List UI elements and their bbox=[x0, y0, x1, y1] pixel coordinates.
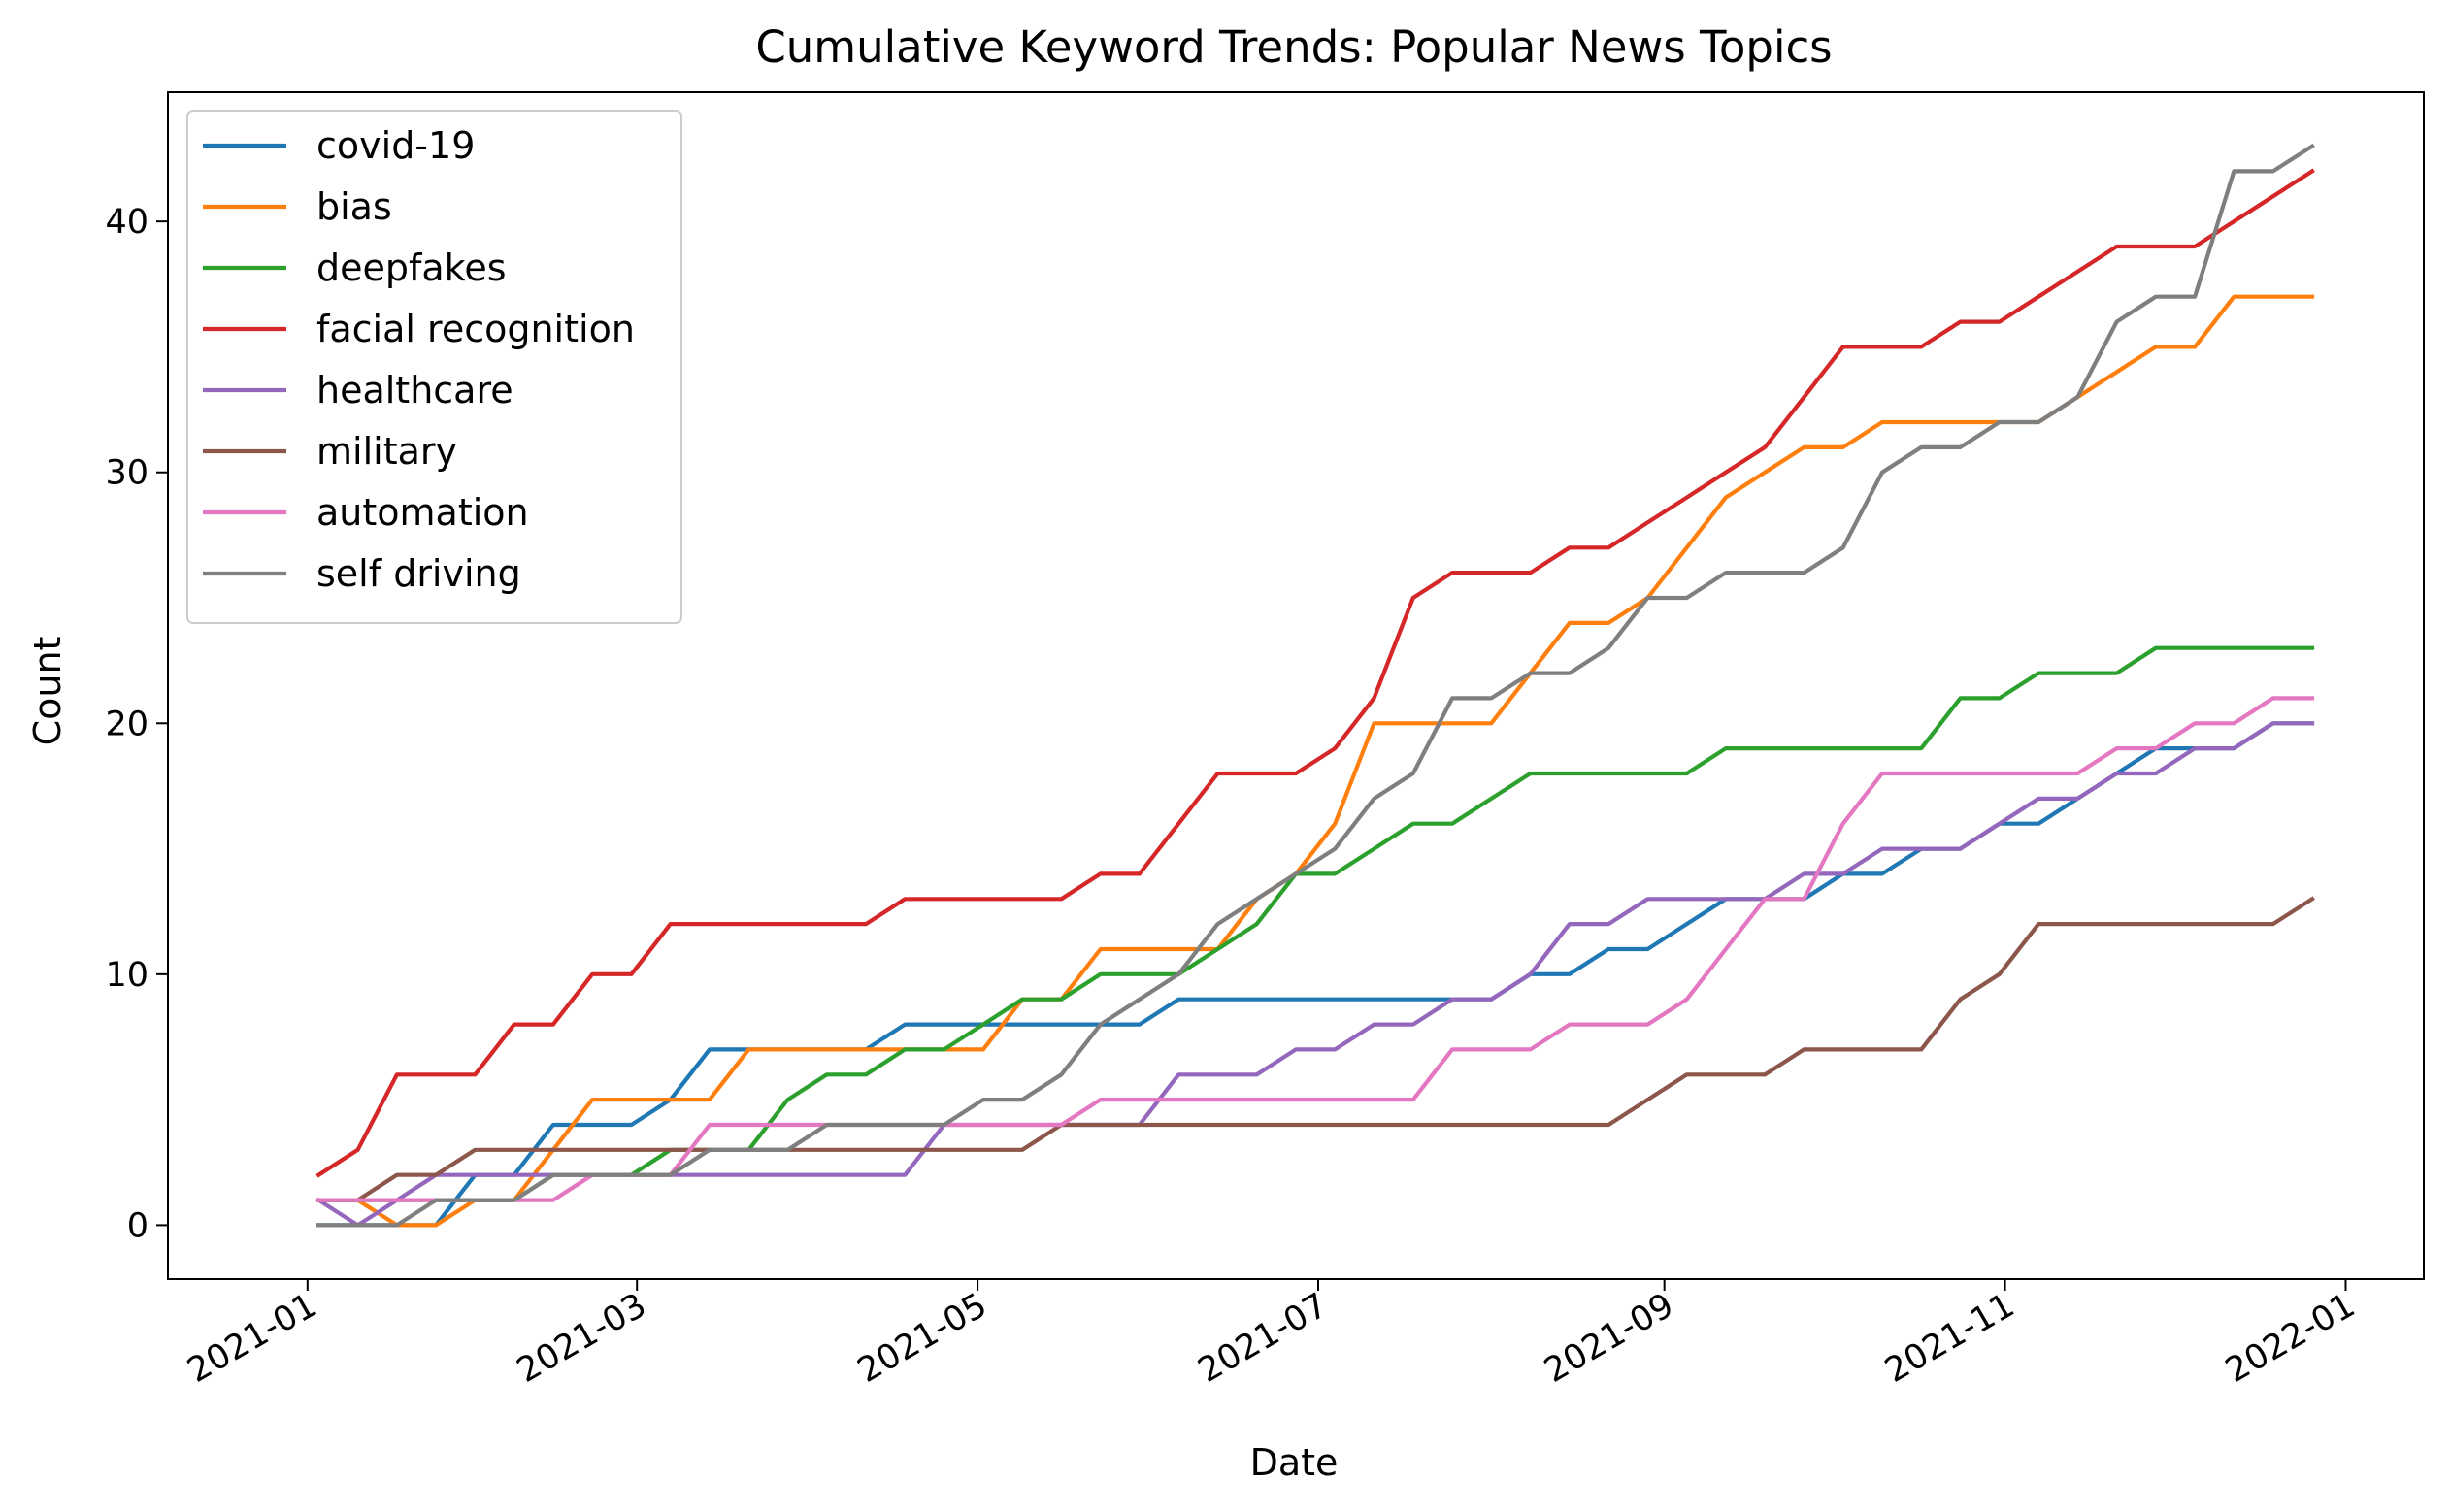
series-line-facial-recognition bbox=[315, 168, 2315, 1178]
y-tick-label: 30 bbox=[105, 454, 149, 493]
legend-label: self driving bbox=[316, 552, 521, 595]
plot-frame bbox=[167, 91, 2425, 1280]
series-lines bbox=[315, 143, 2315, 1228]
legend-label: healthcare bbox=[316, 369, 513, 411]
series-line-bias bbox=[316, 294, 2315, 1228]
plot-area bbox=[315, 143, 2315, 1228]
legend-label: bias bbox=[316, 185, 392, 228]
y-tick-label: 40 bbox=[105, 203, 149, 242]
legend-label: facial recognition bbox=[316, 308, 635, 350]
legend-label: military bbox=[316, 430, 457, 473]
series-line-military bbox=[316, 896, 2315, 1202]
legend-box bbox=[186, 110, 682, 624]
y-axis-label: Count bbox=[26, 637, 69, 746]
legend-label: deepfakes bbox=[316, 247, 507, 289]
legend-label: automation bbox=[316, 491, 529, 534]
y-tick-label: 20 bbox=[105, 705, 149, 743]
chart-title: Cumulative Keyword Trends: Popular News … bbox=[755, 21, 1832, 73]
series-line-self-driving bbox=[316, 143, 2315, 1228]
y-tick-label: 10 bbox=[105, 956, 149, 995]
legend-label: covid-19 bbox=[316, 124, 475, 167]
y-tick-label: 0 bbox=[127, 1206, 149, 1245]
x-axis-label: Date bbox=[1250, 1441, 1339, 1484]
series-line-deepfakes bbox=[316, 645, 2315, 1202]
legend: covid-19 bias deepfakes facial recognition h… bbox=[186, 110, 682, 624]
